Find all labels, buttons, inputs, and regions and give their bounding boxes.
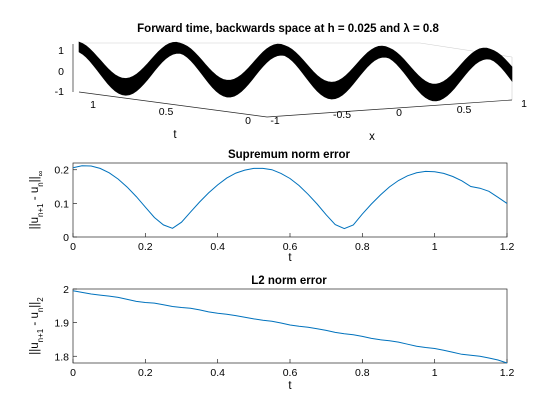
l2-norm-y-tick-label: 1.9 xyxy=(54,318,69,330)
surface-t-tick-label: 0 xyxy=(245,115,251,127)
surface-t-label: t xyxy=(173,129,177,141)
surface-x-tick-label: 0.5 xyxy=(457,104,472,116)
surface-title: Forward time, backwards space at h = 0.0… xyxy=(137,23,439,35)
surface-x-tick-label: -0.5 xyxy=(333,109,351,121)
surface-z-tick-label: 0 xyxy=(58,66,64,78)
l2-norm-x-tick-label: 0.6 xyxy=(283,367,298,379)
l2-norm-x-tick-label: 0 xyxy=(70,367,76,379)
l2-norm-series-line xyxy=(72,290,508,364)
l2-norm-x-tick-label: 0.4 xyxy=(210,367,225,379)
l2-norm-y-tick-label: 2 xyxy=(63,284,69,296)
sup-norm-x-tick-label: 1.2 xyxy=(500,241,515,253)
surface-x-axis-line xyxy=(266,99,513,118)
sup-norm-ticks: 0 0.2 0.4 0.6 0.8 1 1.2 0 0.1 0.2 xyxy=(54,165,514,253)
l2-norm-ticks: 0 0.2 0.4 0.6 0.8 1 1.2 2 1.9 1.8 xyxy=(54,284,514,379)
sup-norm-title: Supremum norm error xyxy=(228,149,351,161)
sup-norm-x-label: t xyxy=(288,252,292,264)
surface-x-tick-label: 1 xyxy=(521,98,527,110)
surface-t-tick-label: 1 xyxy=(90,99,96,111)
surface-subplot: Forward time, backwards space at h = 0.0… xyxy=(55,23,527,143)
l2-norm-title: L2 norm error xyxy=(251,275,327,287)
surface-x-tick-label: 0 xyxy=(396,107,402,119)
l2-norm-y-tick-label: 1.8 xyxy=(54,351,69,363)
surface-mesh xyxy=(78,41,513,102)
l2-norm-subplot: L2 norm error ||un+1 - un||2 t 0 0.2 0.4 0.… xyxy=(29,275,514,392)
l2-norm-x-tick-label: 1 xyxy=(432,367,438,379)
sup-norm-x-tick-label: 0 xyxy=(70,241,76,253)
l2-norm-x-tick-label: 0.8 xyxy=(355,367,370,379)
sup-norm-x-tick-label: 1 xyxy=(432,241,438,253)
sup-norm-y-tick-label: 0.1 xyxy=(54,198,69,210)
surface-z-tick-label: 1 xyxy=(58,45,64,57)
l2-norm-axes-box xyxy=(72,288,508,364)
sup-norm-subplot: Supremum norm error ||un+1 - un||∞ t 0 0.… xyxy=(29,149,514,264)
surface-x-label: x xyxy=(369,131,375,143)
l2-norm-y-label: ||un+1 - un||2 xyxy=(29,297,45,355)
surface-t-tick-label: 0.5 xyxy=(159,106,174,118)
sup-norm-x-tick-label: 0.4 xyxy=(210,241,225,253)
sup-norm-axes-box xyxy=(72,162,508,238)
l2-norm-x-label: t xyxy=(288,380,292,392)
sup-norm-x-tick-label: 0.2 xyxy=(138,241,153,253)
sup-norm-x-tick-label: 0.8 xyxy=(355,241,370,253)
surface-z-tick-label: -1 xyxy=(55,86,64,98)
sup-norm-y-tick-label: 0.2 xyxy=(54,165,69,177)
svg-text:||un+1 - un||∞: ||un+1 - un||∞ xyxy=(29,170,45,229)
sup-norm-series-line xyxy=(72,165,508,230)
l2-norm-x-tick-label: 0.2 xyxy=(138,367,153,379)
l2-norm-x-tick-label: 1.2 xyxy=(500,367,515,379)
surface-x-tick-label: -1 xyxy=(270,115,279,127)
surface-t-axis-line xyxy=(78,91,268,118)
sup-norm-x-tick-label: 0.6 xyxy=(283,241,298,253)
svg-text:||un+1 - un||2: ||un+1 - un||2 xyxy=(29,297,45,355)
sup-norm-y-label: ||un+1 - un||∞ xyxy=(29,170,45,229)
sup-norm-y-tick-label: 0 xyxy=(63,232,69,244)
